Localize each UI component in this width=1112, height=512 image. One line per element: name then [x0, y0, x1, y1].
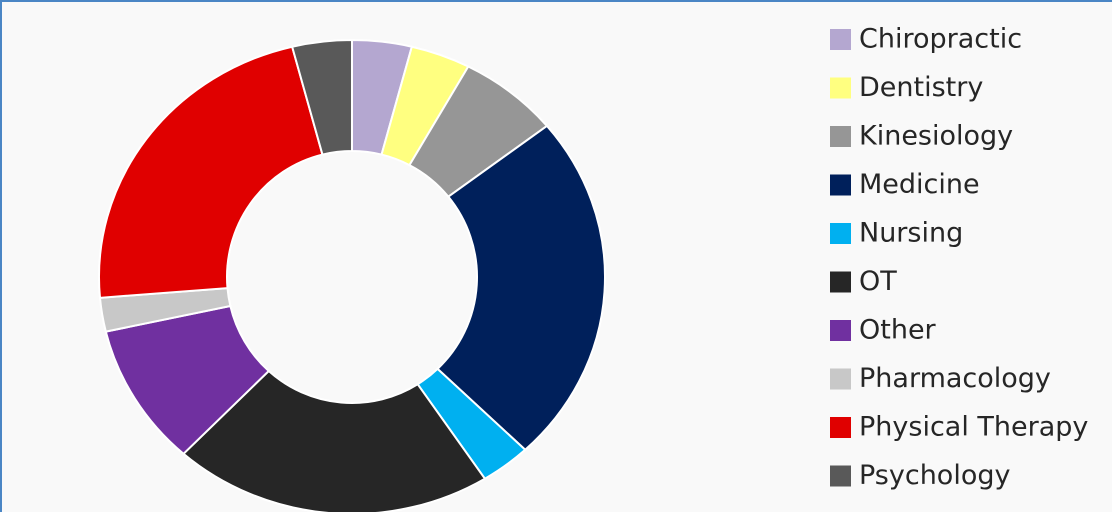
legend-label: Medicine	[859, 169, 980, 200]
legend-label: Other	[859, 315, 937, 346]
legend-swatch	[830, 223, 851, 244]
legend-swatch	[830, 174, 851, 196]
legend-swatch	[830, 77, 851, 99]
legend-label: Chiropractic	[859, 24, 1022, 55]
legend-label: Pharmacology	[859, 363, 1051, 394]
legend-swatch	[830, 465, 851, 487]
legend-swatch	[830, 417, 851, 438]
donut-slice	[290, 38, 353, 156]
donut-slice	[436, 124, 606, 452]
legend-swatch	[830, 271, 851, 293]
legend-label: Dentistry	[859, 72, 983, 103]
legend-label: Nursing	[859, 218, 963, 249]
legend-swatch	[830, 368, 851, 390]
legend-label: Psychology	[859, 460, 1010, 491]
legend-swatch	[830, 320, 851, 341]
legend-swatch	[830, 29, 851, 50]
legend-label: OT	[859, 266, 897, 297]
donut-slice	[98, 45, 324, 299]
legend-swatch	[830, 126, 851, 147]
donut-slice	[182, 369, 487, 512]
legend-label: Physical Therapy	[859, 412, 1088, 443]
legend-label: Kinesiology	[859, 121, 1013, 152]
